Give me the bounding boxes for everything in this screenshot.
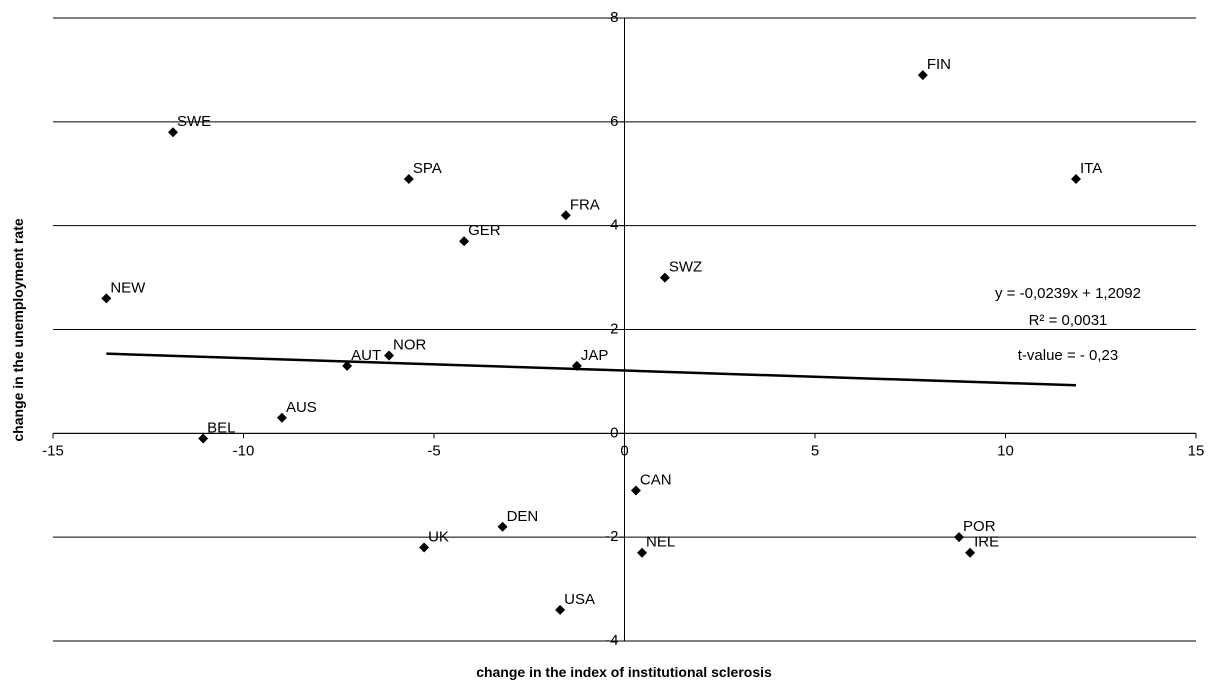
point (560, 210, 571, 221)
point (276, 412, 287, 423)
point-label: USA (564, 591, 595, 608)
trend-equation: y = -0,0239x + 1,2092 (995, 285, 1141, 302)
point (571, 360, 582, 371)
point-label: CAN (640, 471, 672, 488)
point (637, 547, 648, 558)
x-tick-label: 5 (811, 442, 819, 459)
trendline (106, 352, 1077, 387)
y-tick-label: 8 (610, 9, 618, 26)
trend-t-value: t-value = - 0,23 (1018, 347, 1118, 364)
point-label: AUT (351, 347, 381, 364)
x-tick-label: -5 (427, 442, 440, 459)
point (659, 272, 670, 283)
point-label: FIN (927, 56, 951, 73)
x-tick-label: 15 (1188, 442, 1205, 459)
y-tick-label: 6 (610, 113, 618, 130)
point (342, 360, 353, 371)
point-label: GER (468, 222, 501, 239)
point (954, 532, 965, 543)
point-label: BEL (207, 420, 235, 437)
x-tick-label: -10 (233, 442, 255, 459)
point (101, 293, 112, 304)
point-label: UK (428, 529, 449, 546)
point (384, 350, 395, 361)
y-tick-label: 4 (610, 217, 618, 234)
point-label: SPA (413, 160, 442, 177)
y-axis-title: change in the unemployment rate (10, 218, 26, 441)
x-axis-title: change in the index of institutional scl… (476, 664, 772, 680)
point-label: NEL (646, 534, 675, 551)
point-label: NEW (110, 279, 146, 296)
point-label: NOR (393, 336, 427, 353)
point-label: ITA (1080, 160, 1102, 177)
y-tick-label: 2 (610, 321, 618, 338)
trend-r2: R² = 0,0031 (1029, 312, 1108, 329)
y-tick-label: -4 (605, 632, 618, 649)
point (459, 236, 470, 247)
point (555, 604, 566, 615)
point (168, 127, 179, 138)
point (497, 521, 508, 532)
x-tick-label: -15 (42, 442, 64, 459)
point (403, 173, 414, 184)
point-label: JAP (581, 347, 609, 364)
point (630, 485, 641, 496)
point-label: SWZ (669, 259, 702, 276)
point (965, 547, 976, 558)
point (419, 542, 430, 553)
point (917, 70, 928, 81)
point-label: AUS (286, 399, 317, 416)
point-label: DEN (507, 508, 539, 525)
point (198, 433, 209, 444)
point-label: FRA (570, 196, 600, 213)
point (1070, 173, 1081, 184)
x-tick-label: 10 (997, 442, 1014, 459)
y-tick-label: -2 (605, 528, 618, 545)
point-label: IRE (974, 534, 999, 551)
point-label: SWE (177, 113, 211, 130)
point-label: POR (963, 518, 996, 535)
